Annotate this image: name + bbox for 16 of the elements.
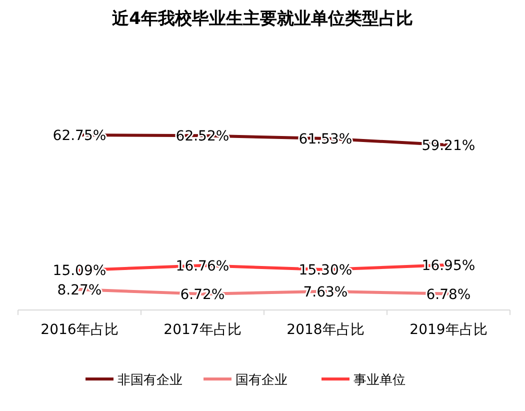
x-tick-label: 2017年占比 (164, 322, 242, 338)
x-tick-label: 2016年占比 (40, 322, 118, 338)
data-label: 16.95% (422, 258, 476, 274)
data-label: 8.27% (57, 282, 102, 299)
data-label: 62.75% (52, 128, 106, 144)
legend-label: 国有企业 (236, 373, 288, 388)
x-tick-label: 2018年占比 (286, 322, 364, 338)
legend-label: 事业单位 (354, 373, 406, 388)
data-label: 59.21% (422, 138, 476, 154)
data-label: 6.78% (426, 286, 471, 303)
x-tick-label: 2019年占比 (410, 322, 488, 338)
data-label: 6.72% (180, 286, 225, 303)
chart-title: 近4年我校毕业生主要就业单位类型占比 (111, 9, 413, 29)
data-label: 7.63% (303, 284, 348, 300)
data-label: 15.09% (52, 263, 106, 280)
legend-label: 非国有企业 (118, 373, 182, 388)
